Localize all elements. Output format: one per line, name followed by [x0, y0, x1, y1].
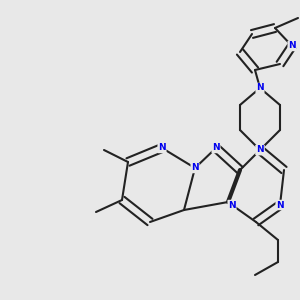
Text: N: N [276, 200, 284, 209]
Text: N: N [288, 41, 296, 50]
Text: N: N [256, 146, 264, 154]
Text: N: N [191, 164, 199, 172]
Text: N: N [228, 200, 236, 209]
Text: N: N [256, 146, 264, 154]
Text: N: N [212, 143, 220, 152]
Text: N: N [158, 143, 166, 152]
Text: N: N [256, 83, 264, 92]
